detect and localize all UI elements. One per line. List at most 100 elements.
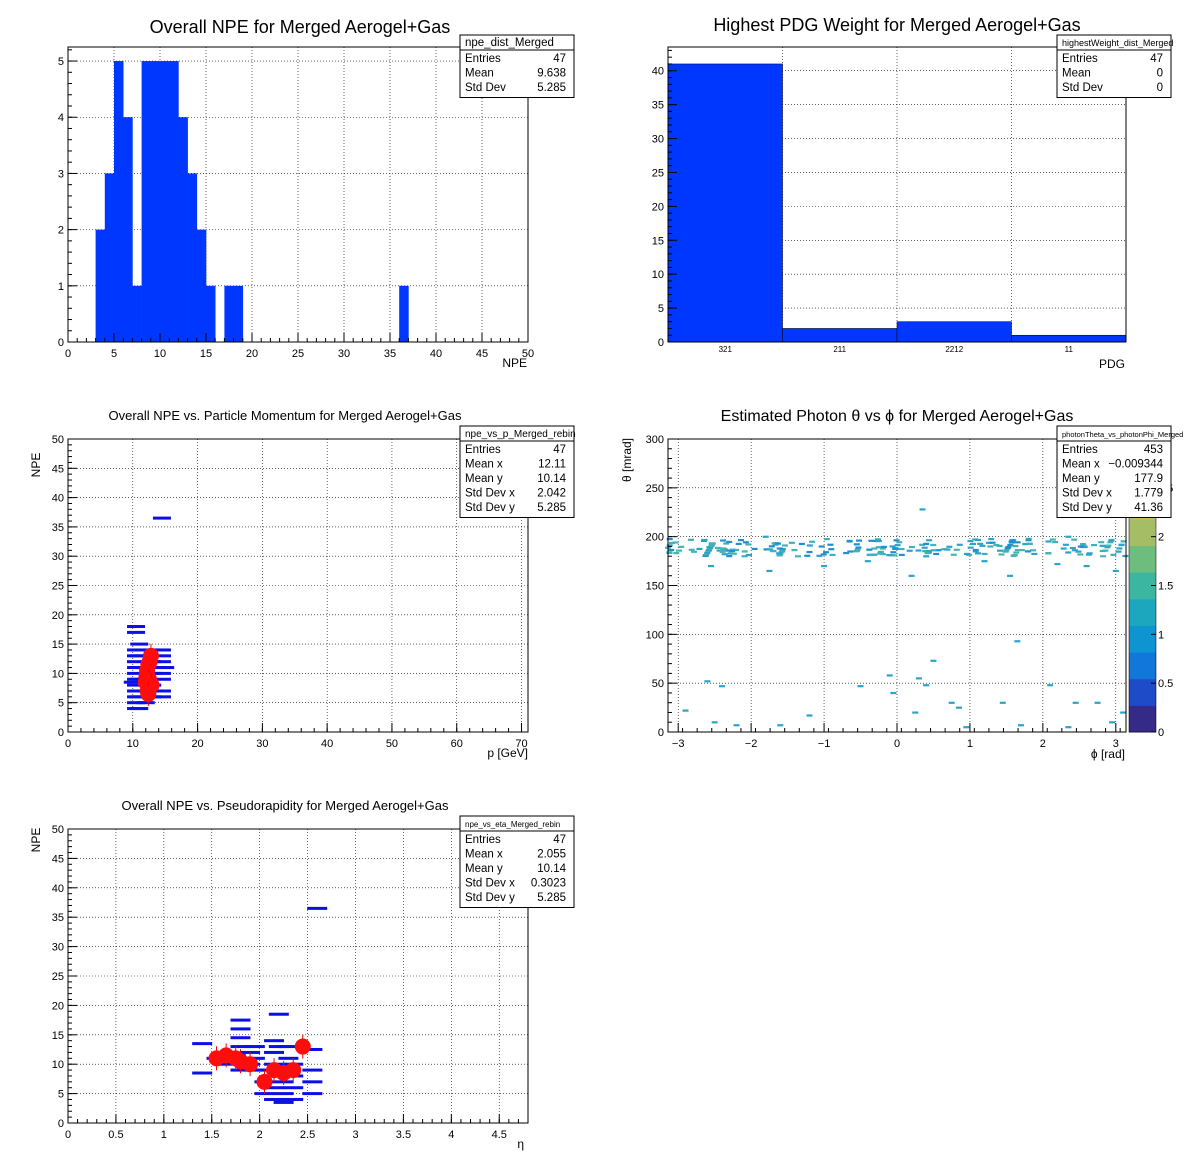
photon-theta-phi-cell xyxy=(777,724,784,727)
photon-theta-phi-cell xyxy=(821,564,828,568)
photon-theta-phi-cell xyxy=(871,547,878,550)
photon-theta-phi-cell xyxy=(720,539,727,542)
npe-vs-momentum-ytick-label: 40 xyxy=(52,493,64,505)
photon-theta-phi-cell xyxy=(768,545,775,548)
photon-theta-phi-cell xyxy=(673,551,680,555)
npe-vs-momentum-bin-mark xyxy=(152,677,171,681)
npe-histogram-xtick-label: 10 xyxy=(154,348,166,360)
photon-theta-phi-cell xyxy=(816,554,823,557)
photon-theta-phi-cell xyxy=(1107,541,1114,544)
stats-value: 2.042 xyxy=(537,488,566,500)
stats-label: Std Dev x xyxy=(465,488,515,500)
photon-theta-phi-xlabel: ϕ [rad] xyxy=(1091,747,1125,761)
photon-theta-phi-cell xyxy=(682,709,689,712)
photon-theta-phi-cell xyxy=(767,548,774,551)
photon-theta-phi-cell xyxy=(906,549,913,552)
photon-theta-phi-cell xyxy=(893,539,900,542)
npe-vs-momentum-bin-mark xyxy=(123,680,142,684)
npe-vs-momentum-title: Overall NPE vs. Particle Momentum for Me… xyxy=(109,408,462,423)
photon-theta-phi-cell xyxy=(788,541,795,544)
photon-theta-phi-cell xyxy=(856,539,863,542)
stats-value: 9.638 xyxy=(537,68,566,80)
npe-vs-eta-ytick-label: 35 xyxy=(52,912,64,924)
npe-vs-eta-bin-mark xyxy=(268,1012,289,1016)
npe-histogram-ytick-label: 0 xyxy=(58,337,64,349)
photon-theta-phi-cell xyxy=(1026,542,1033,545)
palette-tick-label: 1.5 xyxy=(1158,581,1173,593)
npe-vs-eta-bin-mark xyxy=(302,1048,323,1051)
photon-theta-phi-cell xyxy=(871,553,878,556)
photon-theta-phi-cell xyxy=(935,549,942,552)
pdg-category-label: 321 xyxy=(719,345,733,354)
palette-segment xyxy=(1129,545,1156,573)
photon-theta-phi-cell xyxy=(898,547,905,551)
photon-theta-phi-ytick-label: 250 xyxy=(646,483,664,495)
stats-label: Mean y xyxy=(1062,473,1100,485)
photon-theta-phi-cell xyxy=(678,545,685,548)
photon-theta-phi-ytick-label: 200 xyxy=(646,532,664,544)
photon-theta-phi-cell xyxy=(890,691,897,695)
photon-theta-phi-cell xyxy=(1077,545,1084,548)
npe-vs-momentum-xtick-label: 70 xyxy=(515,738,527,750)
npe-histogram-title: Overall NPE for Merged Aerogel+Gas xyxy=(150,17,451,37)
stats-label: Mean xyxy=(465,68,494,80)
npe-vs-eta-xtick-label: 0 xyxy=(65,1129,71,1141)
photon-theta-phi-cell xyxy=(921,546,928,549)
photon-theta-phi-cell xyxy=(875,539,882,543)
photon-theta-phi-cell xyxy=(727,552,734,555)
pdg-weight-ytick-label: 20 xyxy=(652,201,664,213)
npe-vs-momentum-bin-mark xyxy=(130,654,149,658)
photon-theta-phi-cell xyxy=(1120,540,1127,543)
photon-theta-phi-cell xyxy=(1025,539,1032,542)
photon-theta-phi-cell xyxy=(1085,553,1092,556)
pdg-weight-ytick-label: 25 xyxy=(652,167,664,179)
photon-theta-phi-cell xyxy=(794,555,801,558)
stats-value: 177.9 xyxy=(1134,473,1163,485)
stats-value: 47 xyxy=(1150,53,1163,65)
photon-theta-phi-cell xyxy=(737,539,744,542)
npe-vs-momentum-ytick-label: 45 xyxy=(52,463,64,475)
npe-histogram-xtick-label: 20 xyxy=(246,348,258,360)
photon-theta-phi-cell xyxy=(804,554,811,557)
stats-value: 0.3023 xyxy=(531,878,566,890)
npe-vs-momentum-bin-mark xyxy=(130,695,149,699)
npe-histogram-bar xyxy=(150,61,161,343)
palette-segment xyxy=(1129,598,1156,626)
stats-label: Mean x xyxy=(465,459,503,471)
npe-vs-momentum-ytick-label: 35 xyxy=(52,522,64,534)
photon-theta-phi-cell xyxy=(975,538,982,542)
photon-theta-phi-cell xyxy=(1014,549,1021,552)
npe-vs-eta-ytick-label: 40 xyxy=(52,883,64,895)
npe-vs-momentum-bin-mark xyxy=(127,671,146,675)
photon-theta-phi-cell xyxy=(1109,721,1116,724)
npe-vs-eta-ytick-label: 45 xyxy=(52,853,64,865)
photon-theta-phi-cell xyxy=(866,548,873,551)
photon-theta-phi-cell xyxy=(866,553,873,557)
palette-tick-label: 1 xyxy=(1158,629,1164,641)
stats-value: 47 xyxy=(553,53,566,65)
npe-vs-momentum-bin-mark xyxy=(152,695,171,699)
photon-theta-phi-cell xyxy=(1007,574,1014,577)
photon-theta-phi-xtick-label: −2 xyxy=(745,738,758,750)
photon-theta-phi-cell xyxy=(1118,543,1125,546)
photon-theta-phi-cell xyxy=(993,543,1000,547)
photon-theta-phi-cell xyxy=(672,541,679,544)
photon-theta-phi-cell xyxy=(1077,553,1084,556)
photon-theta-phi-cell xyxy=(1104,546,1111,549)
photon-theta-phi-cell xyxy=(1007,543,1014,547)
npe-vs-eta-title: Overall NPE vs. Pseudorapidity for Merge… xyxy=(122,798,449,813)
stats-name: highestWeight_dist_Merged xyxy=(1062,38,1173,48)
photon-theta-phi-cell xyxy=(854,548,861,551)
photon-theta-phi-ytick-label: 100 xyxy=(646,629,664,641)
photon-theta-phi-cell xyxy=(1047,684,1054,687)
photon-theta-phi-cell xyxy=(1086,552,1093,555)
stats-label: Std Dev xyxy=(465,82,506,94)
palette-tick-label: 2 xyxy=(1158,532,1164,544)
stats-box-frame xyxy=(459,34,575,98)
pdg-weight-ytick-label: 30 xyxy=(652,134,664,146)
pdg-weight-bar xyxy=(782,328,898,343)
photon-theta-phi-cell xyxy=(688,548,695,551)
pdg-category-label: 2212 xyxy=(945,345,963,354)
photon-theta-phi-xtick-label: −1 xyxy=(818,738,831,750)
npe-vs-momentum-ylabel: NPE xyxy=(29,453,43,478)
